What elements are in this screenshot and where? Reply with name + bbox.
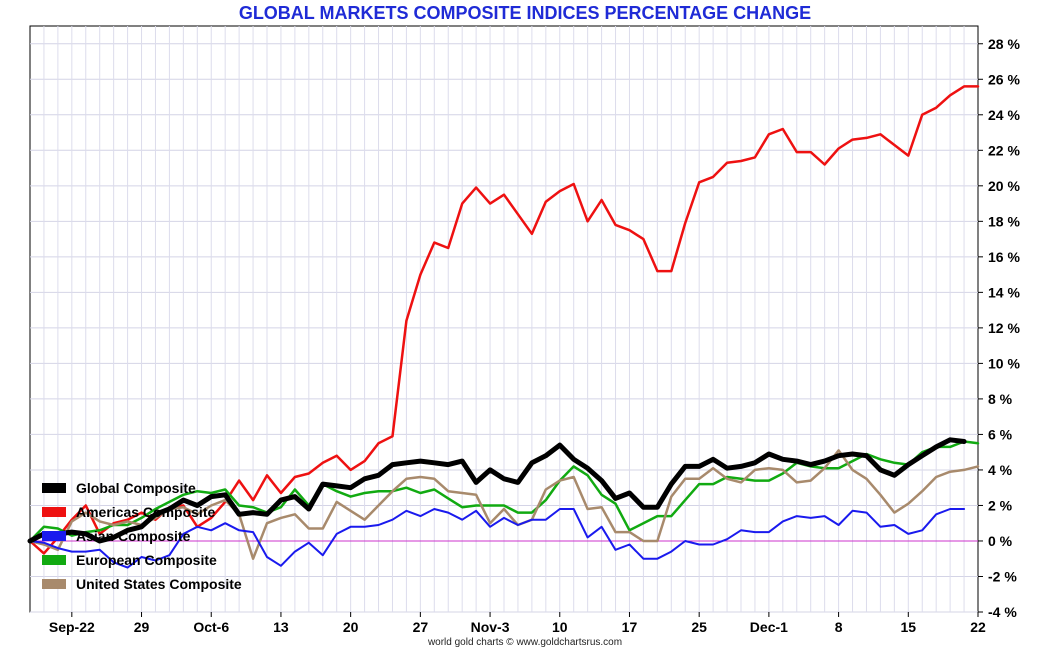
y-tick-label: 14 % (988, 284, 1020, 300)
x-tick-label: 25 (691, 619, 707, 635)
y-tick-label: 10 % (988, 355, 1020, 371)
series-line-asian-composite (29, 508, 966, 569)
y-tick-label: 2 % (988, 497, 1013, 513)
x-tick-label: 17 (622, 619, 638, 635)
x-tick-label: 10 (552, 619, 568, 635)
legend-swatch (42, 507, 66, 517)
x-tick-label: 27 (413, 619, 429, 635)
x-tick-label: 8 (835, 619, 843, 635)
y-tick-label: 6 % (988, 426, 1013, 442)
x-tick-label: Sep-22 (49, 619, 95, 635)
x-tick-label: 13 (273, 619, 289, 635)
legend-label: European Composite (76, 552, 217, 568)
legend-swatch (42, 531, 66, 541)
y-tick-label: 26 % (988, 71, 1020, 87)
series-line-european-composite (28, 440, 980, 543)
legend-swatch (42, 483, 66, 493)
x-axis-ticks: Sep-22 29 Oct-6 13 20 27 Nov-3 10 17 25 Dec-1 8 15 22 (49, 612, 986, 635)
series-line-americas-composite (28, 85, 980, 555)
legend-label: Global Composite (76, 480, 196, 496)
legend: Global Composite Americas Composite Asian … (42, 480, 242, 592)
y-tick-label: 24 % (988, 107, 1020, 123)
y-tick-label: -2 % (988, 568, 1017, 584)
legend-swatch (42, 579, 66, 589)
chart-footer: world gold charts © www.goldchartsrus.co… (427, 637, 623, 648)
y-tick-label: 28 % (988, 36, 1020, 52)
x-tick-label: 15 (901, 619, 917, 635)
y-axis-ticks: -4 % -2 % 0 % 2 % 4 % 6 % 8 % 10 % 12 % 14 % 16 % 1… (978, 36, 1020, 620)
legend-label: Asian Composite (76, 528, 191, 544)
legend-label: Americas Composite (76, 504, 215, 520)
x-tick-label: Oct-6 (193, 619, 229, 635)
y-tick-label: 22 % (988, 142, 1020, 158)
x-tick-label: Dec-1 (750, 619, 788, 635)
x-tick-label: 22 (970, 619, 986, 635)
legend-label: United States Composite (76, 576, 242, 592)
y-tick-label: 20 % (988, 178, 1020, 194)
x-tick-label: 29 (134, 619, 150, 635)
x-tick-label: Nov-3 (471, 619, 510, 635)
y-tick-label: 12 % (988, 320, 1020, 336)
y-tick-label: -4 % (988, 604, 1017, 620)
y-tick-label: 8 % (988, 391, 1013, 407)
series-line-united-states-composite (28, 449, 980, 560)
chart-title: GLOBAL MARKETS COMPOSITE INDICES PERCENT… (238, 3, 812, 23)
y-tick-label: 18 % (988, 213, 1020, 229)
x-tick-label: 20 (343, 619, 359, 635)
legend-swatch (42, 555, 66, 565)
y-tick-label: 16 % (988, 249, 1020, 265)
series-lines (27, 85, 980, 569)
y-tick-label: 4 % (988, 462, 1013, 478)
y-tick-label: 0 % (988, 533, 1013, 549)
series-line-global-composite (27, 437, 967, 544)
